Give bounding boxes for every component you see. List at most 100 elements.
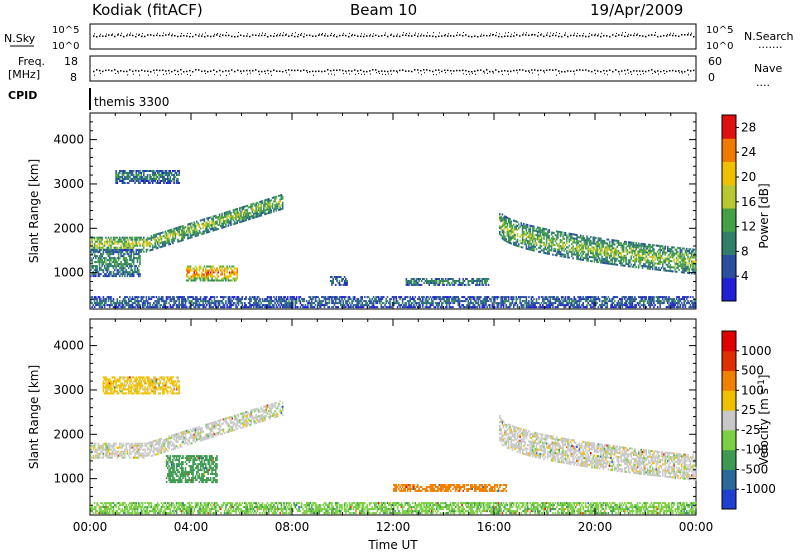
nsearch-point [532,33,533,35]
range-gate-cell [486,280,488,282]
range-gate-cell [646,253,649,256]
range-gate-cell [667,247,669,250]
nsearch-point [574,32,575,34]
range-gate-cell [601,245,603,248]
range-gate-cell [664,267,666,270]
range-gate-cell [93,300,96,303]
range-gate-cell [587,257,589,260]
range-gate-cell [629,251,631,254]
nsky-point [570,34,572,37]
range-gate-cell [640,256,643,259]
range-gate-cell [97,273,100,276]
range-gate-cell [279,198,281,201]
range-gate-cell [492,298,495,301]
nsky-point [93,35,95,37]
range-gate-cell [222,220,225,223]
range-gate-cell [106,275,108,278]
range-gate-cell [507,241,510,244]
range-gate-cell [100,257,102,260]
range-gate-cell [568,244,571,247]
range-gate-cell [688,258,690,261]
range-gate-cell [98,257,101,260]
range-gate-cell [607,246,610,249]
range-gate-cell [419,306,422,309]
range-gate-cell [553,249,555,252]
freq-point [207,70,209,73]
range-gate-cell [347,300,350,303]
range-gate-cell [191,304,193,307]
range-gate-cell [356,306,358,309]
range-gate-cell [560,233,563,236]
range-gate-cell [116,302,119,305]
range-gate-cell [577,254,579,257]
range-gate-cell [216,306,218,309]
nsky-point [96,35,98,38]
range-gate-cell [432,300,434,303]
range-gate-cell [658,248,660,251]
freq-point [660,70,662,73]
range-gate-cell [424,280,427,282]
range-gate-cell [202,230,204,233]
range-gate-cell [155,247,158,250]
range-gate-cell [637,264,640,267]
range-gate-cell [432,282,434,284]
range-gate-cell [218,302,221,305]
range-gate-cell [187,275,189,278]
range-gate-cell [220,225,222,228]
freq-point [468,70,470,73]
range-gate-cell [442,280,444,282]
range-gate-cell [207,273,209,276]
range-gate-cell [505,238,507,241]
range-gate-cell [634,254,636,256]
range-gate-cell [175,178,178,180]
range-gate-cell [134,240,136,243]
nsky-point [363,35,365,38]
range-gate-cell [485,304,487,307]
range-gate-cell [108,242,111,245]
range-gate-cell [404,302,406,305]
range-gate-cell [591,250,593,253]
range-gate-cell [656,268,659,271]
range-gate-cell [292,300,294,303]
range-gate-cell [211,227,213,230]
range-gate-cell [545,228,548,231]
nsky-panel: N.Sky 10^5 10^0 10^5 10^0 N.Search .....… [4,23,794,52]
range-gate-cell [298,298,300,301]
range-gate-cell [98,265,101,268]
range-gate-cell [216,277,218,280]
range-gate-cell [446,306,448,309]
range-gate-cell [139,251,141,254]
range-gate-cell [458,302,461,305]
range-gate-cell [193,302,196,305]
freq-point [651,69,653,71]
nave-point [679,72,680,74]
range-gate-cell [263,203,265,206]
range-gate-cell [212,279,215,282]
range-gate-cell [490,298,492,301]
range-gate-cell [168,237,170,240]
range-gate-cell [578,236,581,239]
range-gate-cell [375,302,377,305]
range-gate-cell [259,300,261,303]
range-gate-cell [477,280,480,282]
range-gate-cell [317,296,319,299]
range-gate-cell [230,304,232,307]
range-gate-cell [366,304,369,307]
range-gate-cell [164,300,167,303]
range-gate-cell [153,178,155,180]
range-gate-cell [413,283,415,286]
freq-point [381,70,383,72]
range-gate-cell [677,262,679,265]
range-gate-cell [529,224,531,227]
range-gate-cell [221,273,223,276]
range-gate-cell [188,231,191,234]
range-gate-cell [191,222,193,225]
range-gate-cell [610,258,612,261]
freq-point [516,69,518,72]
range-gate-cell [121,174,124,176]
range-gate-cell [108,259,111,262]
range-gate-cell [107,300,110,303]
range-gate-cell [504,223,506,226]
range-gate-cell [196,277,198,280]
